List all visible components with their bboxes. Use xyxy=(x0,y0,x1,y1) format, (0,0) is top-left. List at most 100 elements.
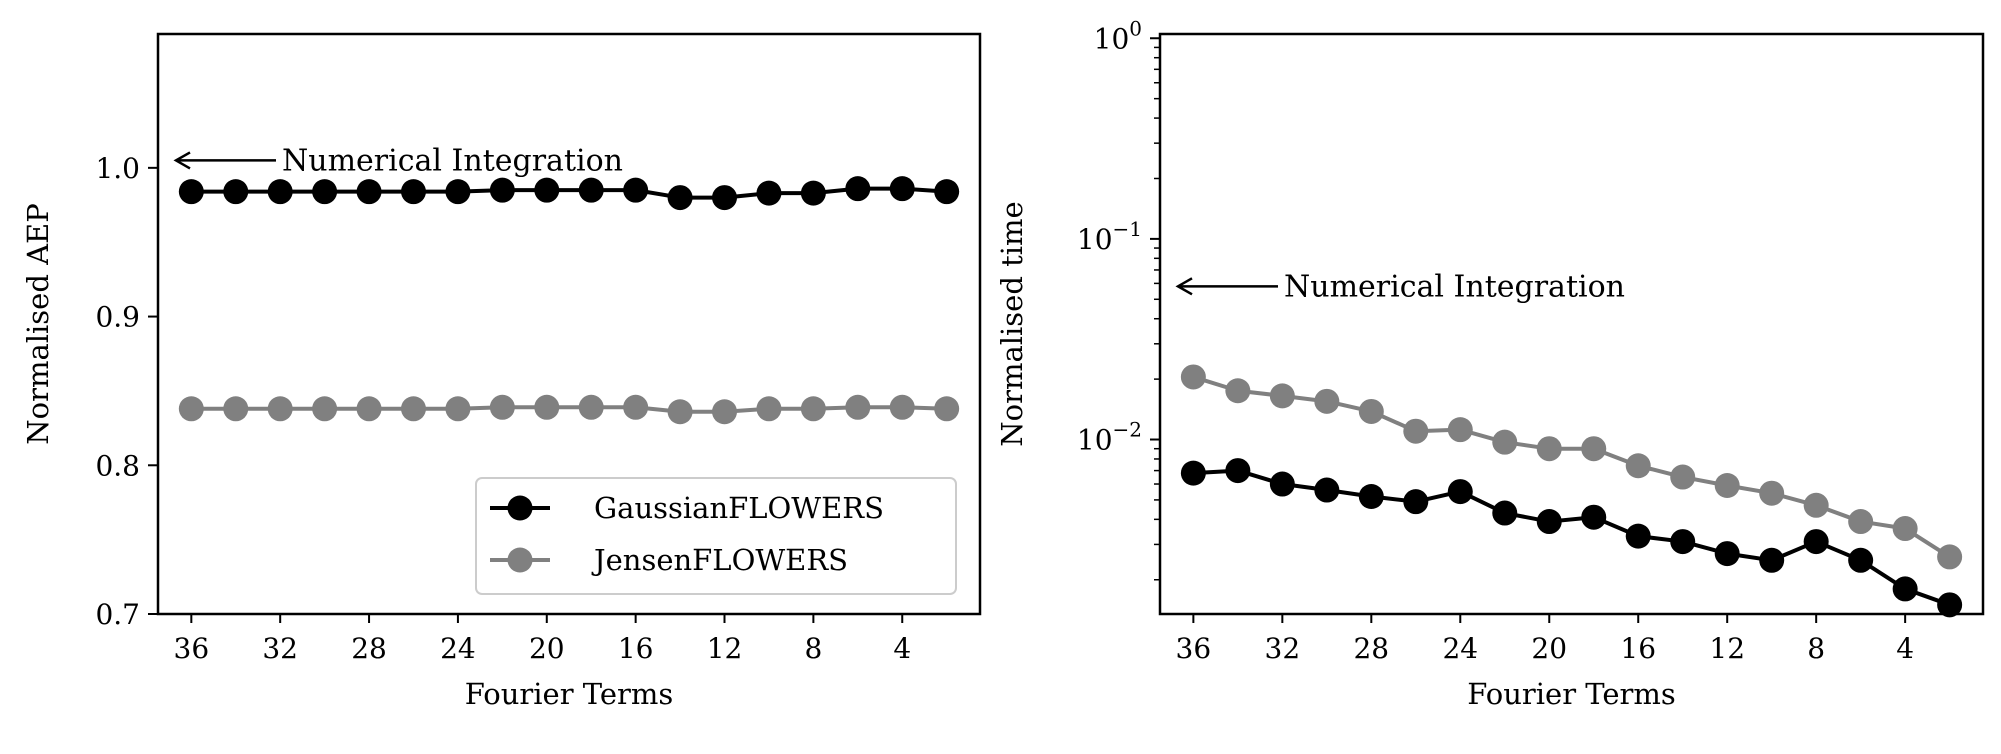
data-point xyxy=(489,177,515,203)
data-point xyxy=(356,179,382,205)
data-point xyxy=(889,394,915,420)
y-tick-label: 0.7 xyxy=(95,598,140,631)
data-point xyxy=(1937,544,1963,570)
y-tick-label: 0.9 xyxy=(95,301,140,334)
data-point xyxy=(223,179,249,205)
annotation-arrow-head xyxy=(1175,277,1193,296)
data-point xyxy=(1848,547,1874,573)
data-point xyxy=(312,179,338,205)
x-tick-label: 36 xyxy=(174,632,210,665)
legend-marker xyxy=(507,547,533,573)
data-point xyxy=(267,396,293,422)
x-tick-label: 4 xyxy=(893,632,911,665)
data-point xyxy=(756,396,782,422)
data-point xyxy=(1536,509,1562,535)
data-point xyxy=(1625,453,1651,479)
data-point xyxy=(756,180,782,206)
annotation-text: Numerical Integration xyxy=(1284,269,1625,304)
data-point xyxy=(356,396,382,422)
y-axis-label: Normalised time xyxy=(995,201,1029,446)
aep-chart-panel: 36 32 28 24 20 16 12 8 4 0.7 0.8 0.9 1.0 Fourier Term… xyxy=(21,32,982,711)
data-point xyxy=(1358,483,1384,509)
data-point xyxy=(623,394,649,420)
series-line xyxy=(191,186,947,200)
data-point xyxy=(578,394,604,420)
y-tick-label-exponent: −1 xyxy=(1113,217,1142,241)
data-point xyxy=(178,179,204,205)
data-point xyxy=(845,176,871,202)
data-point xyxy=(534,177,560,203)
data-point xyxy=(1803,529,1829,555)
x-tick-label: 36 xyxy=(1176,632,1212,665)
data-point xyxy=(1670,464,1696,490)
data-point xyxy=(1492,429,1518,455)
data-point xyxy=(1269,383,1295,409)
series-line xyxy=(191,405,947,414)
y-tick-label: 10−1 xyxy=(1077,217,1142,256)
data-point xyxy=(489,394,515,420)
data-point xyxy=(1358,398,1384,424)
axes-frame xyxy=(156,32,982,616)
data-point xyxy=(267,179,293,205)
x-tick-label: 28 xyxy=(351,632,387,665)
y-tick-label-base: 10 xyxy=(1077,223,1113,256)
data-point xyxy=(1314,388,1340,414)
data-point xyxy=(934,179,960,205)
data-point xyxy=(1447,479,1473,505)
data-point xyxy=(1581,436,1607,462)
axes-frame xyxy=(1158,32,1985,616)
y-tick-label-base: 10 xyxy=(1094,22,1130,55)
legend-marker xyxy=(507,495,533,521)
data-point xyxy=(800,396,826,422)
x-tick-label: 32 xyxy=(262,632,298,665)
data-point xyxy=(1581,504,1607,530)
x-tick-label: 24 xyxy=(440,632,476,665)
data-point xyxy=(800,180,826,206)
data-point xyxy=(178,396,204,422)
legend-label: GaussianFLOWERS xyxy=(594,491,884,525)
x-tick-label: 32 xyxy=(1265,632,1301,665)
data-point xyxy=(312,396,338,422)
data-point xyxy=(712,185,738,211)
data-point xyxy=(400,396,426,422)
x-axis-label: Fourier Terms xyxy=(1467,677,1676,711)
data-point xyxy=(1937,592,1963,618)
data-point xyxy=(223,396,249,422)
data-point xyxy=(1759,547,1785,573)
data-point xyxy=(1625,523,1651,549)
data-point xyxy=(534,394,560,420)
data-point xyxy=(712,399,738,425)
x-tick-label: 16 xyxy=(1620,632,1656,665)
data-point xyxy=(1269,471,1295,497)
series-line xyxy=(1192,375,1951,559)
y-tick-label: 100 xyxy=(1094,16,1142,55)
y-tick-label: 10−2 xyxy=(1077,418,1142,457)
x-tick-label: 24 xyxy=(1442,632,1478,665)
data-point xyxy=(1180,460,1206,486)
data-point xyxy=(623,177,649,203)
data-point xyxy=(1714,472,1740,498)
series-line xyxy=(1193,468,1951,607)
data-point xyxy=(934,396,960,422)
x-tick-label: 28 xyxy=(1353,632,1389,665)
data-point xyxy=(845,394,871,420)
data-point xyxy=(445,396,471,422)
legend-label: JensenFLOWERS xyxy=(591,543,848,577)
data-point xyxy=(1225,378,1251,404)
data-point xyxy=(1403,418,1429,444)
x-tick-label: 12 xyxy=(707,632,743,665)
data-point xyxy=(667,399,693,425)
x-tick-label: 4 xyxy=(1896,632,1914,665)
y-tick-label-exponent: 0 xyxy=(1129,16,1142,40)
data-point xyxy=(889,176,915,202)
data-point xyxy=(1180,364,1206,390)
x-tick-label: 16 xyxy=(618,632,654,665)
data-point xyxy=(1670,529,1696,555)
data-point xyxy=(1848,509,1874,535)
x-tick-label: 20 xyxy=(1531,632,1567,665)
data-point xyxy=(1314,477,1340,503)
annotation-text: Numerical Integration xyxy=(282,143,623,178)
x-tick-label: 8 xyxy=(1807,632,1825,665)
data-point xyxy=(578,177,604,203)
x-tick-label: 12 xyxy=(1709,632,1745,665)
